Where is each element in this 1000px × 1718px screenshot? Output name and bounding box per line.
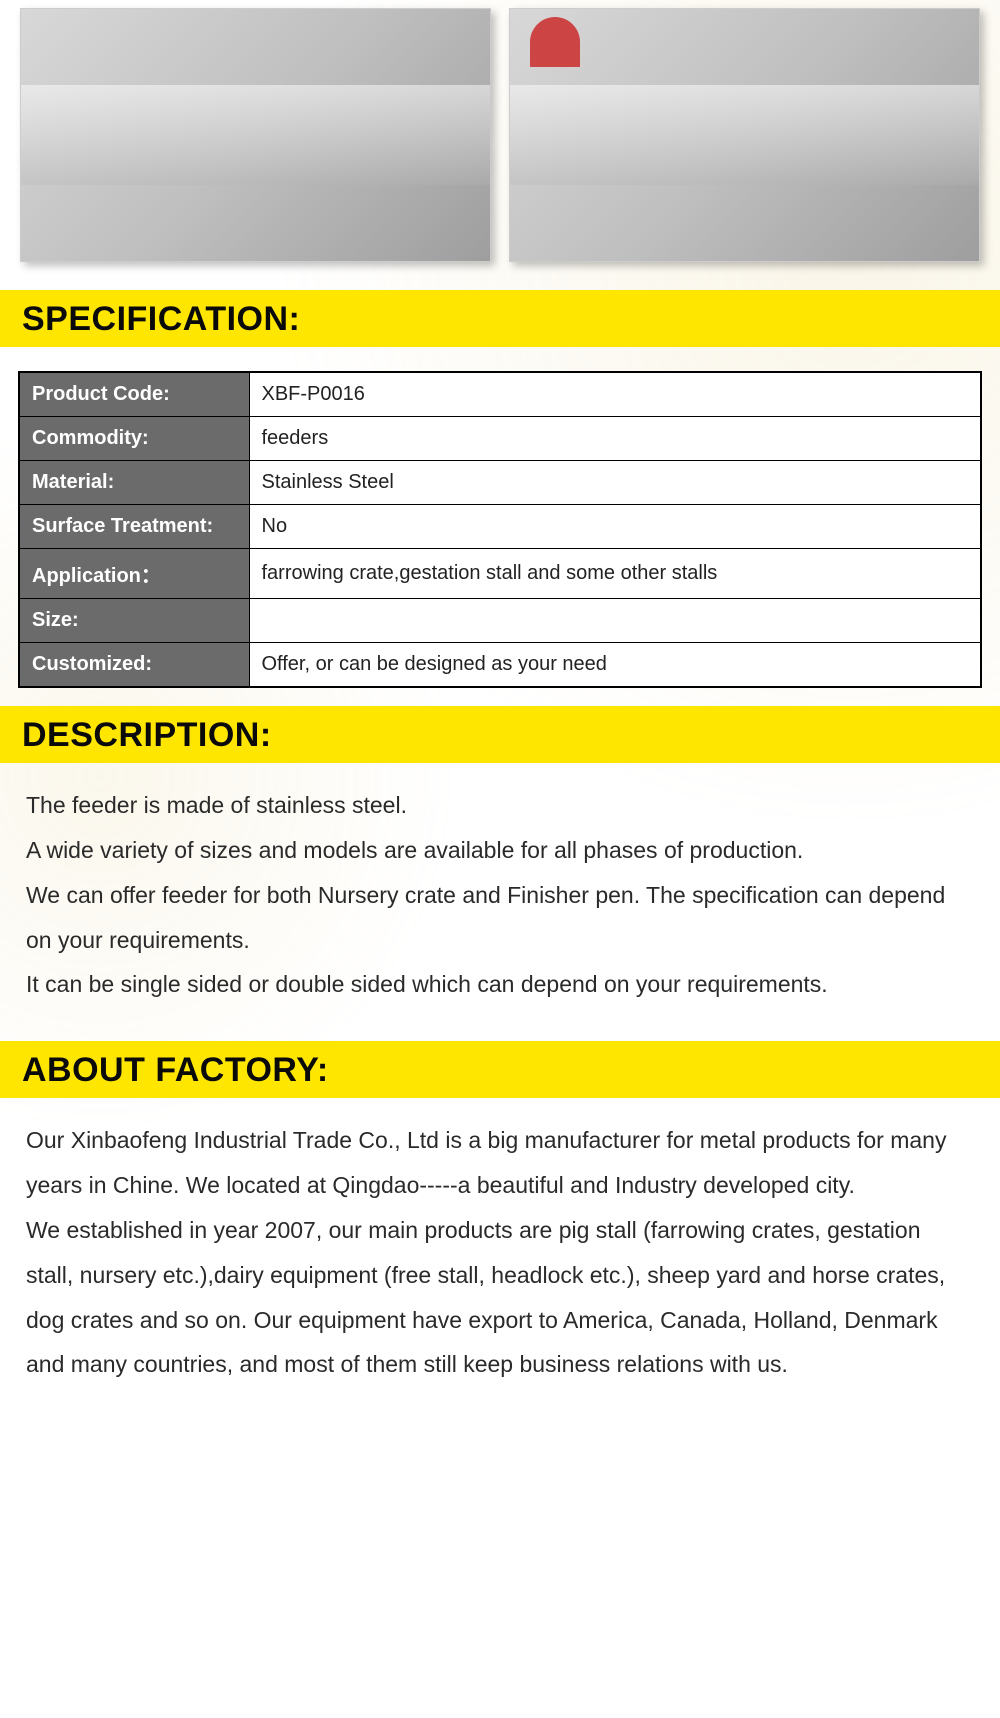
- description-paragraph: It can be single sided or double sided w…: [26, 962, 974, 1007]
- table-row: Product Code:XBF-P0016: [19, 372, 981, 417]
- about-paragraph: We established in year 2007, our main pr…: [26, 1208, 974, 1387]
- description-paragraph: We can offer feeder for both Nursery cra…: [26, 873, 974, 963]
- spec-key: Application：: [19, 549, 249, 599]
- spec-key: Product Code:: [19, 372, 249, 417]
- description-paragraph: A wide variety of sizes and models are a…: [26, 828, 974, 873]
- photo-row: [0, 0, 1000, 280]
- page-content: SPECIFICATION: Product Code:XBF-P0016Com…: [0, 0, 1000, 1411]
- table-row: Application：farrowing crate,gestation st…: [19, 549, 981, 599]
- description-body: The feeder is made of stainless steel.A …: [0, 763, 1000, 1031]
- description-banner: DESCRIPTION:: [0, 706, 1000, 763]
- about-body: Our Xinbaofeng Industrial Trade Co., Ltd…: [0, 1098, 1000, 1411]
- spec-value: farrowing crate,gestation stall and some…: [249, 549, 981, 599]
- spec-key: Surface Treatment:: [19, 505, 249, 549]
- table-row: Material:Stainless Steel: [19, 461, 981, 505]
- product-photo-right: [509, 8, 980, 262]
- spec-key: Commodity:: [19, 417, 249, 461]
- spec-value: No: [249, 505, 981, 549]
- spec-key: Customized:: [19, 643, 249, 688]
- spec-value: Stainless Steel: [249, 461, 981, 505]
- specification-title: SPECIFICATION:: [22, 300, 978, 339]
- spec-value: XBF-P0016: [249, 372, 981, 417]
- table-row: Customized:Offer, or can be designed as …: [19, 643, 981, 688]
- about-paragraph: Our Xinbaofeng Industrial Trade Co., Ltd…: [26, 1118, 974, 1208]
- table-row: Surface Treatment:No: [19, 505, 981, 549]
- spec-key: Material:: [19, 461, 249, 505]
- spec-value: feeders: [249, 417, 981, 461]
- specification-banner: SPECIFICATION:: [0, 290, 1000, 347]
- description-paragraph: The feeder is made of stainless steel.: [26, 783, 974, 828]
- about-title: ABOUT FACTORY:: [22, 1051, 978, 1090]
- spec-value: [249, 599, 981, 643]
- table-row: Commodity:feeders: [19, 417, 981, 461]
- description-title: DESCRIPTION:: [22, 716, 978, 755]
- specification-table: Product Code:XBF-P0016Commodity:feedersM…: [18, 371, 982, 688]
- about-banner: ABOUT FACTORY:: [0, 1041, 1000, 1098]
- table-row: Size:: [19, 599, 981, 643]
- spec-value: Offer, or can be designed as your need: [249, 643, 981, 688]
- product-photo-left: [20, 8, 491, 262]
- spec-key: Size:: [19, 599, 249, 643]
